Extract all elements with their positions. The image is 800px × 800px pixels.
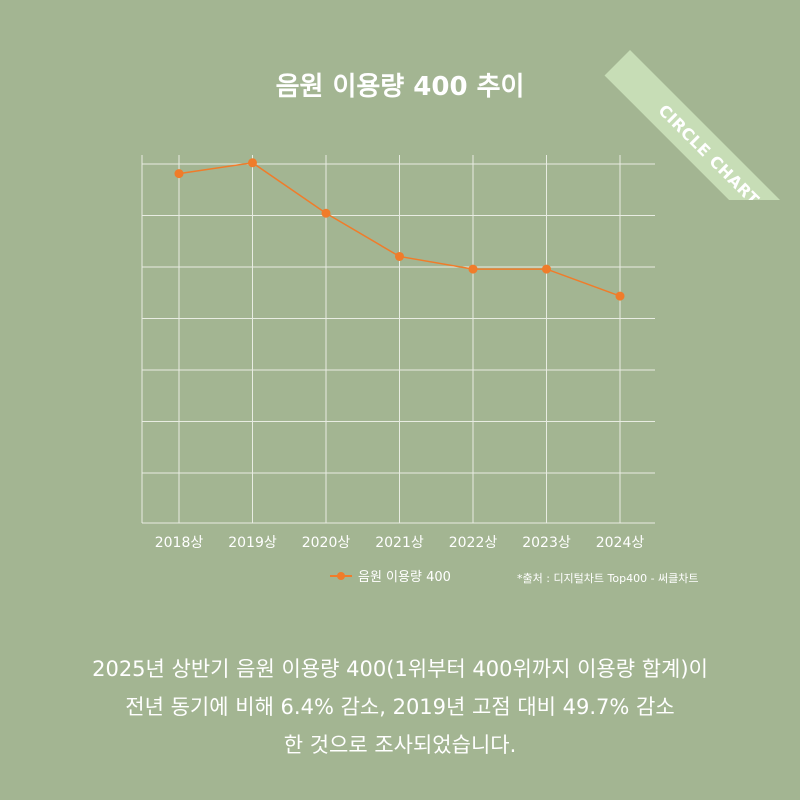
data-point	[468, 264, 478, 274]
data-point	[174, 169, 184, 179]
caption-line-2: 전년 동기에 비해 6.4% 감소, 2019년 고점 대비 49.7% 감소	[125, 695, 675, 719]
x-tick-label: 2022상	[449, 535, 498, 551]
data-point	[542, 264, 551, 274]
caption-line-3: 한 것으로 조사되었습니다.	[283, 733, 517, 757]
axes	[141, 155, 655, 524]
data-point	[248, 158, 257, 168]
data-point	[321, 208, 331, 218]
chart-title: 음원 이용량 400 추이	[275, 72, 525, 102]
grid	[142, 155, 655, 523]
x-tick-label: 2021상	[375, 535, 424, 551]
caption-line-1: 2025년 상반기 음원 이용량 400(1위부터 400위까지 이용량 합계)…	[92, 657, 708, 681]
x-tick-label: 2020상	[302, 535, 351, 551]
x-tick-label: 2018상	[155, 535, 204, 551]
x-tick-label: 2024상	[596, 535, 645, 551]
caption: 2025년 상반기 음원 이용량 400(1위부터 400위까지 이용량 합계)…	[0, 650, 800, 764]
x-tick-labels: 2018상 2019상 2020상 2021상 2022상 2023상 2024상	[155, 535, 645, 551]
data-point	[615, 291, 625, 301]
data-point	[395, 251, 404, 261]
legend-label: 음원 이용량 400	[358, 570, 451, 585]
x-tick-label: 2023상	[522, 535, 571, 551]
legend: 음원 이용량 400	[330, 566, 451, 585]
x-tick-label: 2019상	[228, 535, 277, 551]
series	[174, 158, 625, 301]
source-note: *출처 : 디지털차트 Top400 - 써클차트	[517, 572, 699, 585]
legend-marker-icon	[330, 570, 352, 582]
